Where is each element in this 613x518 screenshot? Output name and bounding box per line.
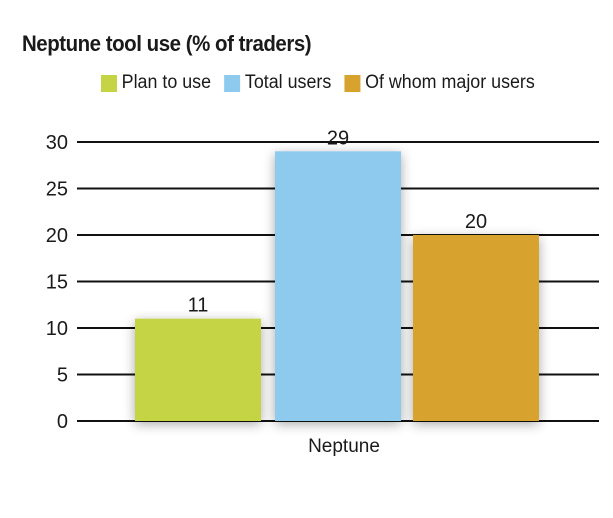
bar-major-users xyxy=(413,235,539,421)
bars xyxy=(135,151,539,422)
y-tick-label-5: 5 xyxy=(57,365,68,387)
legend-swatch-plan-to-use xyxy=(101,74,117,92)
bar-plan-to-use xyxy=(135,318,261,421)
y-tick-label-10: 10 xyxy=(46,318,68,340)
chart-title: Neptune tool use (% of traders) xyxy=(22,31,312,56)
legend-item-plan-to-use: Plan to use xyxy=(101,72,211,94)
legend: Plan to use Total users Of whom major us… xyxy=(101,72,548,94)
legend-item-total-users: Total users xyxy=(224,72,331,94)
value-label-major-users: 20 xyxy=(465,211,487,233)
y-tick-label-0: 0 xyxy=(57,411,68,433)
legend-swatch-total-users xyxy=(224,74,241,92)
legend-label-total-users: Total users xyxy=(244,72,332,93)
bar-total-users xyxy=(275,151,401,422)
legend-label-plan-to-use: Plan to use xyxy=(121,72,212,93)
x-axis: Neptune xyxy=(308,436,380,457)
y-tick-label-20: 20 xyxy=(46,225,68,247)
y-axis-ticks: 0 5 10 15 20 25 30 xyxy=(46,132,68,433)
value-labels: 11 29 20 xyxy=(188,127,488,316)
x-category-label: Neptune xyxy=(308,436,380,457)
y-tick-label-30: 30 xyxy=(46,132,68,154)
y-tick-label-25: 25 xyxy=(46,179,68,201)
legend-swatch-major-users xyxy=(344,74,361,92)
y-tick-label-15: 15 xyxy=(46,272,68,294)
value-label-total-users: 29 xyxy=(327,127,349,149)
legend-label-major-users: Of whom major users xyxy=(365,72,535,93)
value-label-plan-to-use: 11 xyxy=(188,295,209,317)
legend-item-major-users: Of whom major users xyxy=(344,72,535,94)
